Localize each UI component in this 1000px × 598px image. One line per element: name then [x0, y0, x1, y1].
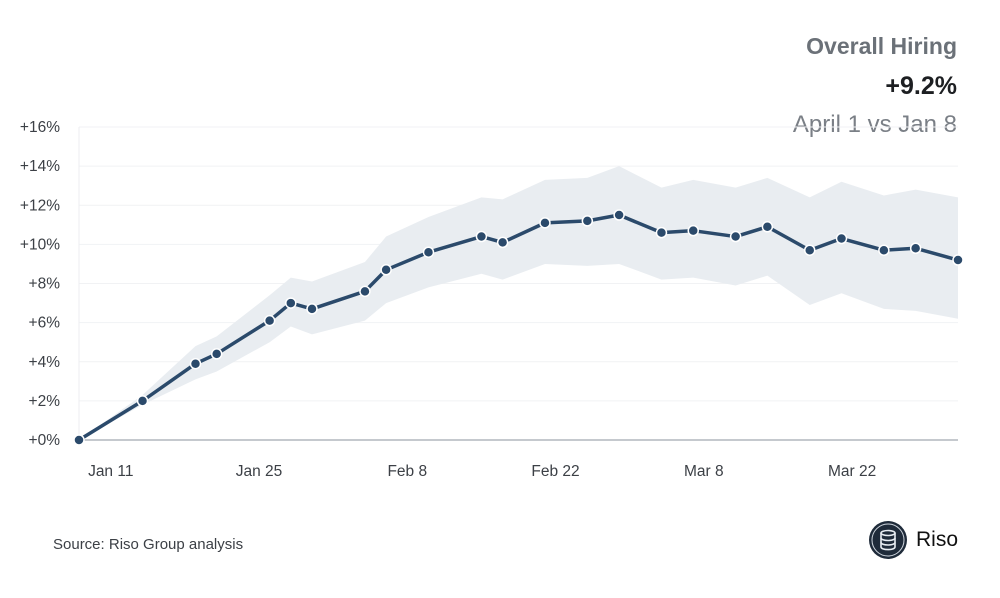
data-point — [285, 297, 297, 309]
data-point — [73, 434, 85, 446]
data-point — [496, 236, 509, 249]
brand-name: Riso — [916, 528, 959, 551]
y-tick-label: +0% — [29, 432, 61, 449]
data-point — [359, 285, 371, 298]
brand-logo: Riso — [868, 520, 958, 560]
data-point — [952, 254, 964, 266]
data-point — [613, 209, 625, 221]
data-point — [263, 314, 276, 327]
data-point — [761, 221, 774, 233]
data-point — [909, 242, 922, 255]
y-tick-label: +6% — [29, 315, 61, 332]
riso-logo-icon — [869, 521, 907, 559]
data-point — [380, 264, 392, 276]
y-tick-label: +14% — [20, 158, 60, 175]
data-point — [803, 244, 816, 256]
y-tick-label: +16% — [20, 119, 60, 136]
y-tick-label: +4% — [29, 354, 61, 371]
data-point — [136, 395, 149, 407]
headline-value: +9.2% — [885, 72, 957, 100]
source-note: Source: Riso Group analysis — [53, 536, 244, 553]
data-point — [210, 348, 223, 360]
x-tick-label: Mar 8 — [684, 463, 724, 480]
data-point — [539, 217, 551, 229]
data-point — [581, 215, 594, 227]
comparison-subtitle: April 1 vs Jan 8 — [792, 111, 957, 138]
y-tick-label: +12% — [20, 197, 60, 214]
confidence-band — [79, 166, 958, 440]
data-point — [306, 303, 318, 315]
data-point — [729, 230, 742, 243]
y-tick-label: +10% — [20, 236, 60, 253]
x-tick-label: Jan 25 — [236, 463, 283, 480]
data-point — [835, 232, 848, 245]
x-tick-label: Feb 22 — [531, 463, 579, 480]
data-point — [655, 226, 668, 239]
x-tick-label: Feb 8 — [387, 463, 427, 480]
chart-title: Overall Hiring — [806, 33, 957, 59]
y-tick-label: +8% — [29, 276, 61, 293]
data-point — [189, 357, 202, 370]
x-tick-label: Jan 11 — [88, 463, 133, 480]
data-point — [422, 246, 435, 258]
y-tick-label: +2% — [29, 393, 61, 410]
data-point — [687, 224, 699, 237]
data-point — [475, 230, 488, 243]
x-tick-label: Mar 22 — [828, 463, 876, 480]
data-point — [878, 244, 890, 256]
